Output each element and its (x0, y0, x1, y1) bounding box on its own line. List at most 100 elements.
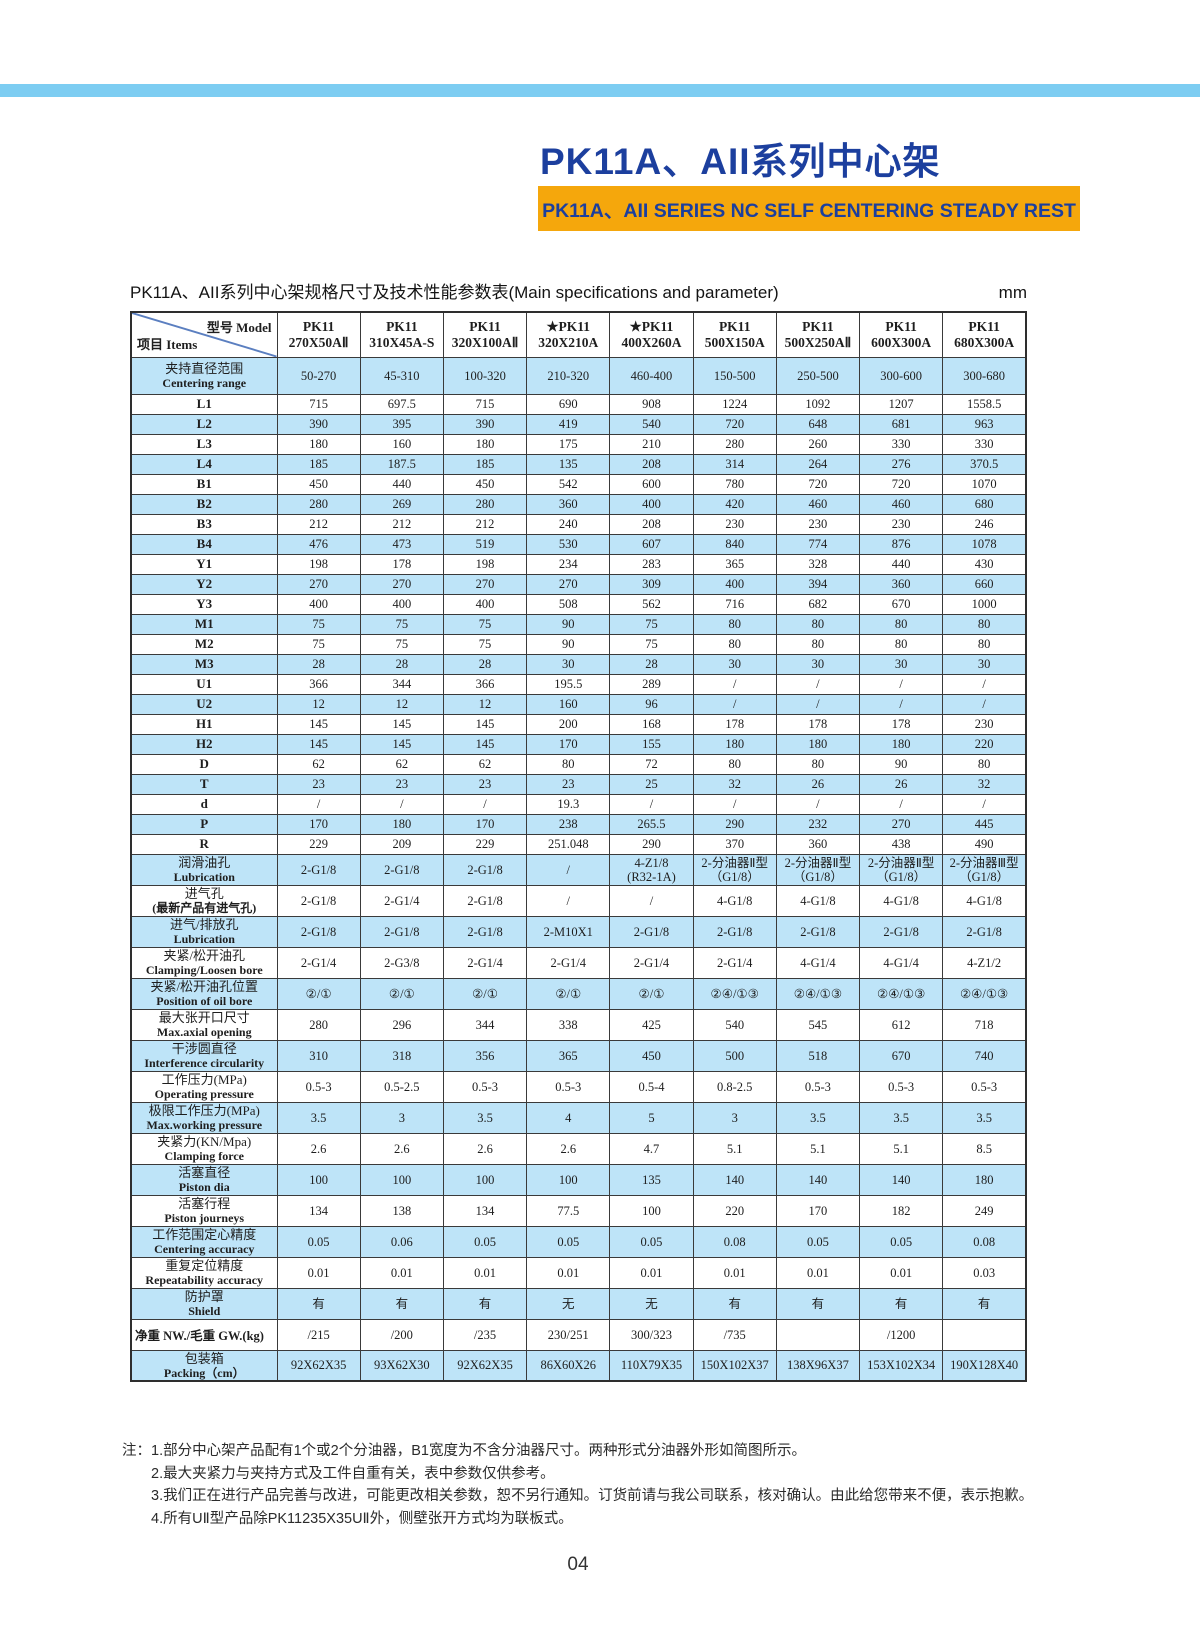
cell: 229 (276, 833, 361, 855)
cell: 160 (526, 693, 611, 715)
cell: 90 (526, 633, 611, 655)
table-row: L4 185 187.5 185 135 208 314 264 276 370.5 (130, 453, 1027, 475)
cell: 2-M10X1 (526, 915, 611, 948)
table-row: M3 28 28 28 30 28 30 30 30 30 (130, 653, 1027, 675)
cell: ②/① (609, 977, 694, 1010)
table-row: H2 145 145 145 170 155 180 180 180 220 (130, 733, 1027, 755)
cell: 370 (692, 833, 777, 855)
cell: 740 (942, 1039, 1027, 1072)
series-banner-text: PK11A、AII SERIES NC SELF CENTERING STEAD… (542, 200, 1076, 222)
cell: 0.01 (442, 1256, 528, 1289)
column-header: PK11 270X50AⅡ (276, 311, 361, 358)
cell: 135 (526, 453, 611, 475)
cell: 400 (609, 493, 694, 515)
cell: /1200 (859, 1318, 944, 1351)
cell: 180 (942, 1163, 1027, 1196)
cell: 438 (859, 833, 944, 855)
cell: 0.5-3 (859, 1070, 944, 1103)
cell: 720 (859, 473, 944, 495)
cell: 100 (442, 1163, 528, 1196)
cell: 360 (775, 833, 861, 855)
cell: 229 (442, 833, 528, 855)
cell: 276 (859, 453, 944, 475)
cell: 4-Z1/2 (942, 946, 1027, 979)
cell: / (526, 884, 611, 917)
row-label: 包装箱 Packing（cm） (130, 1349, 278, 1382)
table-row: 干涉圆直径 Interference circularity 310 318 356 36… (130, 1039, 1027, 1072)
cell: 1558.5 (942, 393, 1027, 415)
cell: 460 (859, 493, 944, 515)
cell: 3.5 (442, 1101, 528, 1134)
table-row: 进气/排放孔 Lubrication 2-G1/8 2-G1/8 2-G1/8 2-M10… (130, 915, 1027, 948)
table-row: B3 212 212 212 240 208 230 230 230 246 (130, 513, 1027, 535)
cell: 2-G1/4 (526, 946, 611, 979)
header-row: 型号 Model 项目 Items PK11 270X50AⅡ PK11 310X45A-… (130, 311, 1027, 358)
row-label: L3 (130, 433, 278, 455)
cell: 400 (359, 593, 444, 615)
cell: 660 (942, 573, 1027, 595)
cell: 185 (442, 453, 528, 475)
cell: 75 (442, 613, 528, 635)
cell: 30 (692, 653, 777, 675)
cell: 0.01 (359, 1256, 444, 1289)
cell: ②/① (276, 977, 361, 1010)
cell: 4.7 (609, 1132, 694, 1165)
cell: 540 (609, 413, 694, 435)
cell: / (692, 793, 777, 815)
cell: 612 (859, 1008, 944, 1041)
cell: 670 (859, 593, 944, 615)
cell: 92X62X35 (276, 1349, 361, 1382)
cell: 715 (276, 393, 361, 415)
cell: 366 (442, 673, 528, 695)
cell: 75 (609, 633, 694, 655)
cell: 138X96X37 (775, 1349, 861, 1382)
cell: 344 (359, 673, 444, 695)
row-label: M2 (130, 633, 278, 655)
cell: 440 (859, 553, 944, 575)
cell: 23 (276, 773, 361, 795)
cell: 545 (775, 1008, 861, 1041)
table-row: U2 12 12 12 160 96// / / (130, 693, 1027, 715)
table-row: L2 390 395 390 419 540 720 648 681 963 (130, 413, 1027, 435)
row-label: U1 (130, 673, 278, 695)
cell: 280 (442, 493, 528, 515)
cell: 178 (692, 713, 777, 735)
cell: 780 (692, 473, 777, 495)
cell: / (942, 673, 1027, 695)
cell: 3.5 (775, 1101, 861, 1134)
cell: 140 (775, 1163, 861, 1196)
cell: 232 (775, 813, 861, 835)
row-label: T (130, 773, 278, 795)
table-row: 夹持直径范围 Centering range 50-270 45-310 100-320… (130, 356, 1027, 395)
cell: 180 (859, 733, 944, 755)
cell: 145 (442, 733, 528, 755)
cell: / (692, 693, 777, 715)
note-line: 3.我们正在进行产品完善与改进，可能更改相关参数，恕不另行通知。订货前请与我公司… (151, 1488, 1034, 1504)
cell: 28 (359, 653, 444, 675)
cell: 90 (526, 613, 611, 635)
cell: 360 (526, 493, 611, 515)
cell: 2-G1/8 (359, 853, 444, 886)
row-label: 夹紧/松开油孔位置 Position of oil bore (130, 977, 278, 1010)
diagonal-divider (132, 313, 276, 356)
cell: 100-320 (442, 356, 528, 395)
row-label: B4 (130, 533, 278, 555)
cell: 80 (942, 753, 1027, 775)
cell: 75 (359, 613, 444, 635)
table-row: 工作压力(MPa) Operating pressure 0.5-3 0.5-2.5 0… (130, 1070, 1027, 1103)
cell: ②④/①③ (859, 977, 944, 1010)
table-row: L3 180 160 180 175 210 280 260 330 330 (130, 433, 1027, 455)
cell: 2.6 (359, 1132, 444, 1165)
cell: / (942, 693, 1027, 715)
cell: 2-G1/8 (276, 915, 361, 948)
row-label: L4 (130, 453, 278, 475)
cell: 540 (692, 1008, 777, 1041)
cell: 32 (692, 773, 777, 795)
cell: 270 (526, 573, 611, 595)
cell: 270 (859, 813, 944, 835)
cell: 30 (942, 653, 1027, 675)
cell: 2-G1/8 (359, 915, 444, 948)
cell: 420 (692, 493, 777, 515)
table-row: 包装箱 Packing（cm） 92X62X35 93X62X30 92X62X35 86… (130, 1349, 1027, 1382)
table-row: Y3 400 400 400 508 562 716 682 670 1000 (130, 593, 1027, 615)
